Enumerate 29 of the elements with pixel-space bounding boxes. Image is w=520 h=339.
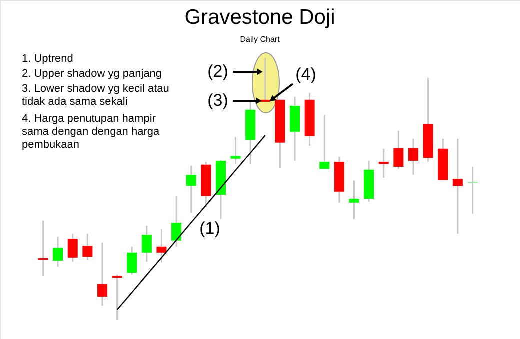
candlestick: [38, 220, 48, 277]
annotation: (2): [208, 62, 228, 81]
candlestick: [230, 136, 241, 165]
annotation: (3): [208, 91, 228, 110]
candlestick: [186, 165, 196, 214]
annotation: (4): [296, 65, 316, 84]
annotation: 3. Lower shadow yg kecil atau tidak ada sama sekali: [22, 83, 170, 108]
candlestick: [320, 114, 330, 170]
annotation: 4. Harga penutupan hampir sama dengan dengan harga pembukaan: [22, 113, 160, 151]
candlestick: [452, 138, 463, 235]
annotation: (1): [200, 219, 220, 238]
candlestick: [127, 246, 138, 276]
candlestick: [394, 130, 404, 170]
annotation: 1. Uptrend: [22, 53, 74, 65]
chart-subtitle: Daily Chart: [240, 35, 281, 44]
candlestick: [82, 233, 93, 261]
annotation: 2. Upper shadow yg panjang: [22, 68, 162, 80]
candlestick: [68, 233, 78, 263]
candlestick: [349, 180, 360, 220]
candlestick: [142, 225, 152, 263]
candlestick: [172, 195, 182, 248]
candlestick: [378, 148, 389, 179]
candlestick: [112, 274, 122, 321]
candlestick: [97, 242, 108, 307]
candlestick: [468, 166, 478, 215]
candlestick: [53, 236, 64, 268]
chart-title: Gravestone Doji: [184, 6, 336, 29]
candlestick: [408, 138, 418, 176]
candlestick: [156, 228, 167, 264]
